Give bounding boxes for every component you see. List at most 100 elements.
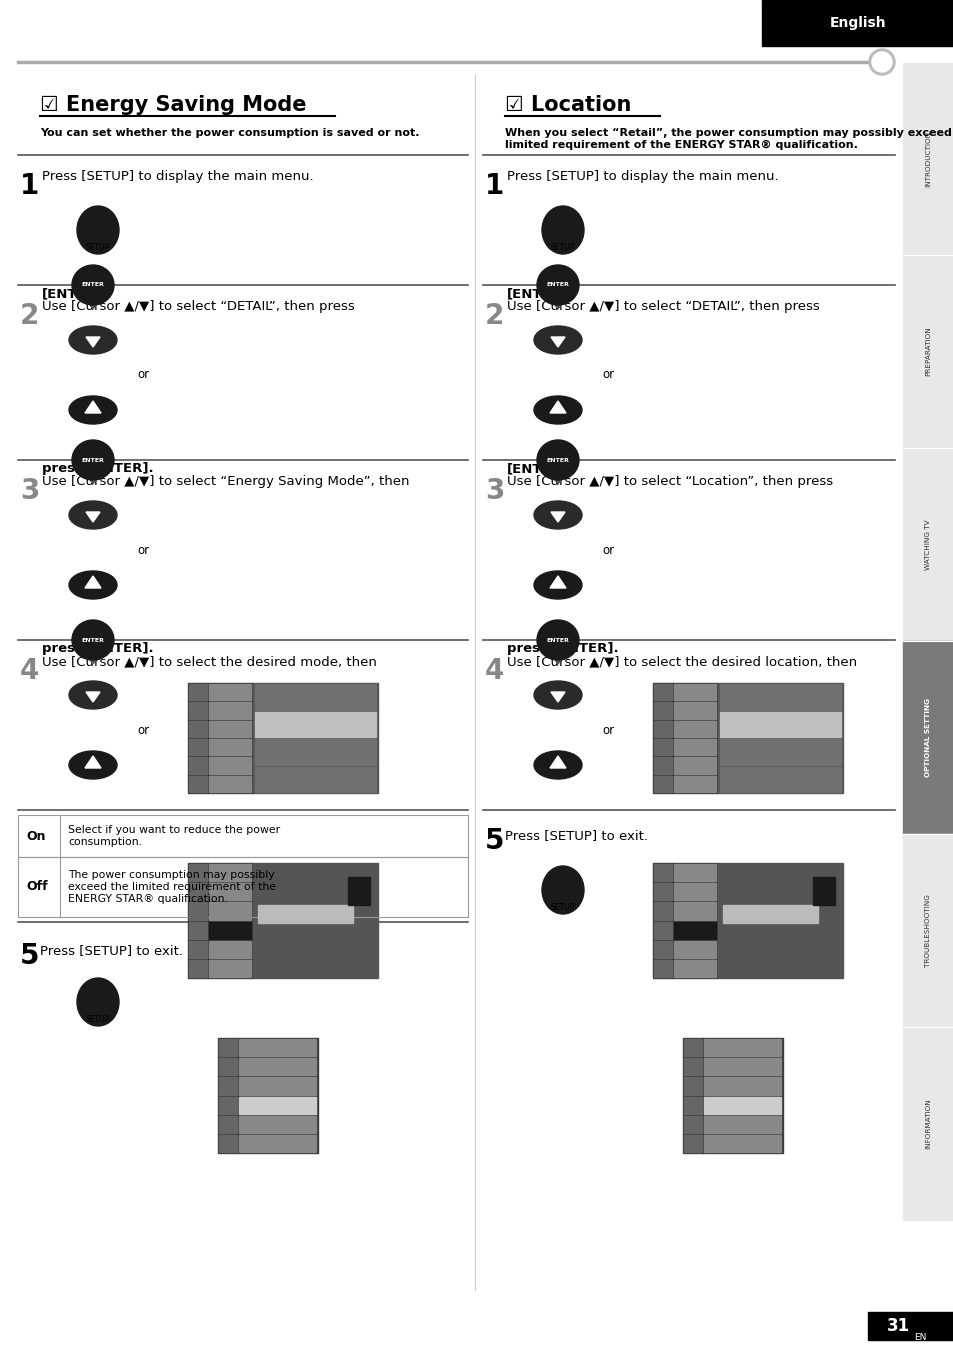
Bar [189, 960, 207, 977]
Text: INTRODUCTION: INTRODUCTION [924, 131, 930, 186]
Bar [254, 683, 375, 709]
Text: You can set whether the power consumption is saved or not.: You can set whether the power consumptio… [40, 128, 419, 137]
Text: INFORMATION: INFORMATION [924, 1099, 930, 1148]
Polygon shape [551, 692, 564, 702]
Bar [703, 1039, 781, 1057]
Bar [654, 721, 671, 737]
Text: 3: 3 [20, 477, 39, 506]
Text: WATCHING TV: WATCHING TV [924, 519, 930, 570]
Bar [703, 1096, 781, 1113]
Text: When you select “Retail”, the power consumption may possibly exceed the
limited : When you select “Retail”, the power cons… [504, 128, 953, 150]
Bar [703, 1116, 781, 1132]
Text: [ENTER].: [ENTER]. [506, 462, 573, 474]
Ellipse shape [534, 681, 581, 709]
Polygon shape [86, 692, 100, 702]
Text: Press [SETUP] to display the main menu.: Press [SETUP] to display the main menu. [42, 170, 314, 183]
Bar [254, 739, 375, 764]
Bar [902, 62, 953, 255]
Text: or: or [601, 724, 614, 736]
Text: ☑ Location: ☑ Location [504, 94, 631, 115]
Ellipse shape [71, 620, 113, 661]
Bar [682, 1038, 782, 1153]
Bar [239, 1058, 315, 1076]
Bar [239, 1039, 315, 1057]
Bar [348, 878, 370, 906]
Text: SETUP: SETUP [86, 1015, 110, 1024]
Bar [189, 739, 207, 755]
Polygon shape [550, 400, 565, 412]
Bar [673, 721, 716, 737]
Text: Use [Cursor ▲/▼] to select “Energy Saving Mode”, then: Use [Cursor ▲/▼] to select “Energy Savin… [42, 474, 409, 488]
Text: OPTIONAL SETTING: OPTIONAL SETTING [924, 698, 930, 776]
Bar [189, 775, 207, 793]
Bar [673, 941, 716, 958]
Bar [209, 683, 251, 701]
Ellipse shape [534, 501, 581, 528]
Bar [683, 1077, 701, 1095]
Text: 5: 5 [484, 828, 504, 855]
Text: TROUBLESHOOTING: TROUBLESHOOTING [924, 894, 930, 967]
Bar [18, 857, 468, 917]
Bar [219, 1135, 236, 1153]
Bar [218, 1038, 317, 1153]
Bar [673, 960, 716, 977]
Text: Use [Cursor ▲/▼] to select “DETAIL”, then press: Use [Cursor ▲/▼] to select “DETAIL”, the… [506, 301, 819, 313]
Polygon shape [86, 337, 100, 346]
Ellipse shape [71, 266, 113, 305]
Text: 2: 2 [20, 302, 39, 330]
Text: ☑ Energy Saving Mode: ☑ Energy Saving Mode [40, 94, 306, 115]
Bar [188, 863, 253, 979]
Ellipse shape [541, 206, 583, 253]
Bar [683, 1135, 701, 1153]
Text: Press [SETUP] to exit.: Press [SETUP] to exit. [40, 944, 183, 957]
Bar [673, 883, 716, 900]
Bar [867, 1312, 953, 1340]
Text: or: or [137, 724, 149, 736]
Text: Press [SETUP] to display the main menu.: Press [SETUP] to display the main menu. [506, 170, 778, 183]
Bar [189, 721, 207, 737]
Polygon shape [551, 512, 564, 522]
Polygon shape [550, 473, 565, 484]
Text: 1: 1 [484, 173, 504, 200]
Text: ENTER: ENTER [546, 283, 569, 287]
Polygon shape [85, 652, 101, 665]
Ellipse shape [534, 751, 581, 779]
Text: On: On [26, 829, 46, 842]
Bar [188, 683, 253, 793]
Text: Use [Cursor ▲/▼] to select “DETAIL”, then press: Use [Cursor ▲/▼] to select “DETAIL”, the… [42, 301, 355, 313]
Ellipse shape [69, 751, 117, 779]
Bar [209, 721, 251, 737]
Text: ENTER: ENTER [81, 457, 104, 462]
Bar [654, 739, 671, 755]
Polygon shape [85, 756, 101, 768]
Text: ENTER: ENTER [81, 283, 104, 287]
Ellipse shape [868, 49, 894, 75]
Bar [673, 739, 716, 755]
Polygon shape [550, 576, 565, 588]
Ellipse shape [69, 681, 117, 709]
Text: English: English [829, 16, 885, 30]
Bar [189, 941, 207, 958]
Text: Select if you want to reduce the power
consumption.: Select if you want to reduce the power c… [68, 825, 280, 847]
Text: 1: 1 [20, 173, 39, 200]
Bar [654, 683, 671, 701]
Ellipse shape [541, 865, 583, 914]
Ellipse shape [537, 266, 578, 305]
Text: PREPARATION: PREPARATION [924, 326, 930, 376]
Bar [209, 739, 251, 755]
Bar [720, 712, 841, 737]
Bar [902, 834, 953, 1027]
Text: 31: 31 [885, 1317, 908, 1335]
Bar [209, 775, 251, 793]
Bar [654, 883, 671, 900]
Text: Use [Cursor ▲/▼] to select the desired mode, then: Use [Cursor ▲/▼] to select the desired m… [42, 655, 376, 669]
Text: [ENTER].: [ENTER]. [42, 287, 108, 301]
Bar [720, 767, 841, 793]
Bar [219, 1058, 236, 1076]
Bar [239, 1135, 315, 1153]
Polygon shape [550, 652, 565, 665]
Bar [209, 922, 251, 938]
Text: ENTER: ENTER [546, 638, 569, 643]
Bar [812, 878, 834, 906]
Bar [209, 941, 251, 958]
